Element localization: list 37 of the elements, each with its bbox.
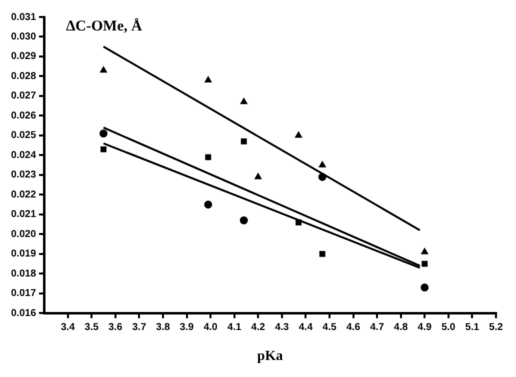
x-tick-label: 4.3 [274,322,290,333]
y-tick-label: 0.017 [10,288,36,300]
x-tick-label: 4.8 [394,322,408,333]
y-tick-label: 0.028 [10,70,36,82]
x-tick-label: 3.7 [132,322,147,333]
x-tick-label: 3.8 [156,322,170,333]
y-axis-title: ΔC-OMe, Å [66,17,142,34]
x-tick-label: 4.0 [204,322,218,333]
y-tick-label: 0.026 [10,110,36,122]
x-tick-label: 3.4 [60,322,76,333]
x-tick-label: 3.9 [180,322,194,333]
x-tick-label: 4.1 [227,322,242,333]
y-tick-label: 0.029 [10,51,36,62]
y-tick-label: 0.031 [10,12,36,23]
y-tick-label: 0.018 [10,268,36,280]
x-tick-label: 3.5 [84,322,99,333]
x-tick-label: 4.6 [346,322,361,333]
y-tick-label: 0.020 [10,228,36,240]
x-tick-label: 5.1 [465,322,480,333]
y-tick-label: 0.021 [10,209,36,220]
y-tick-label: 0.030 [10,31,36,42]
y-tick-label: 0.019 [10,248,36,260]
x-tick-label: 4.7 [370,322,384,333]
x-tick-label: 4.5 [322,322,337,333]
x-tick-label: 3.6 [108,322,123,333]
y-tick-label: 0.025 [10,130,36,142]
y-tick-label: 0.022 [10,189,36,200]
y-tick-label: 0.023 [10,170,36,181]
x-axis-title: pKa [257,349,283,364]
x-tick-label: 4.4 [298,322,314,333]
x-tick-label: 4.2 [251,322,266,333]
x-tick-label: 4.9 [418,322,432,333]
x-tick-label: 5.0 [441,322,456,333]
y-tick-label: 0.016 [10,308,36,319]
y-tick-label: 0.027 [10,90,36,102]
x-tick-label: 5.2 [489,322,504,333]
y-tick-label: 0.024 [10,150,36,161]
